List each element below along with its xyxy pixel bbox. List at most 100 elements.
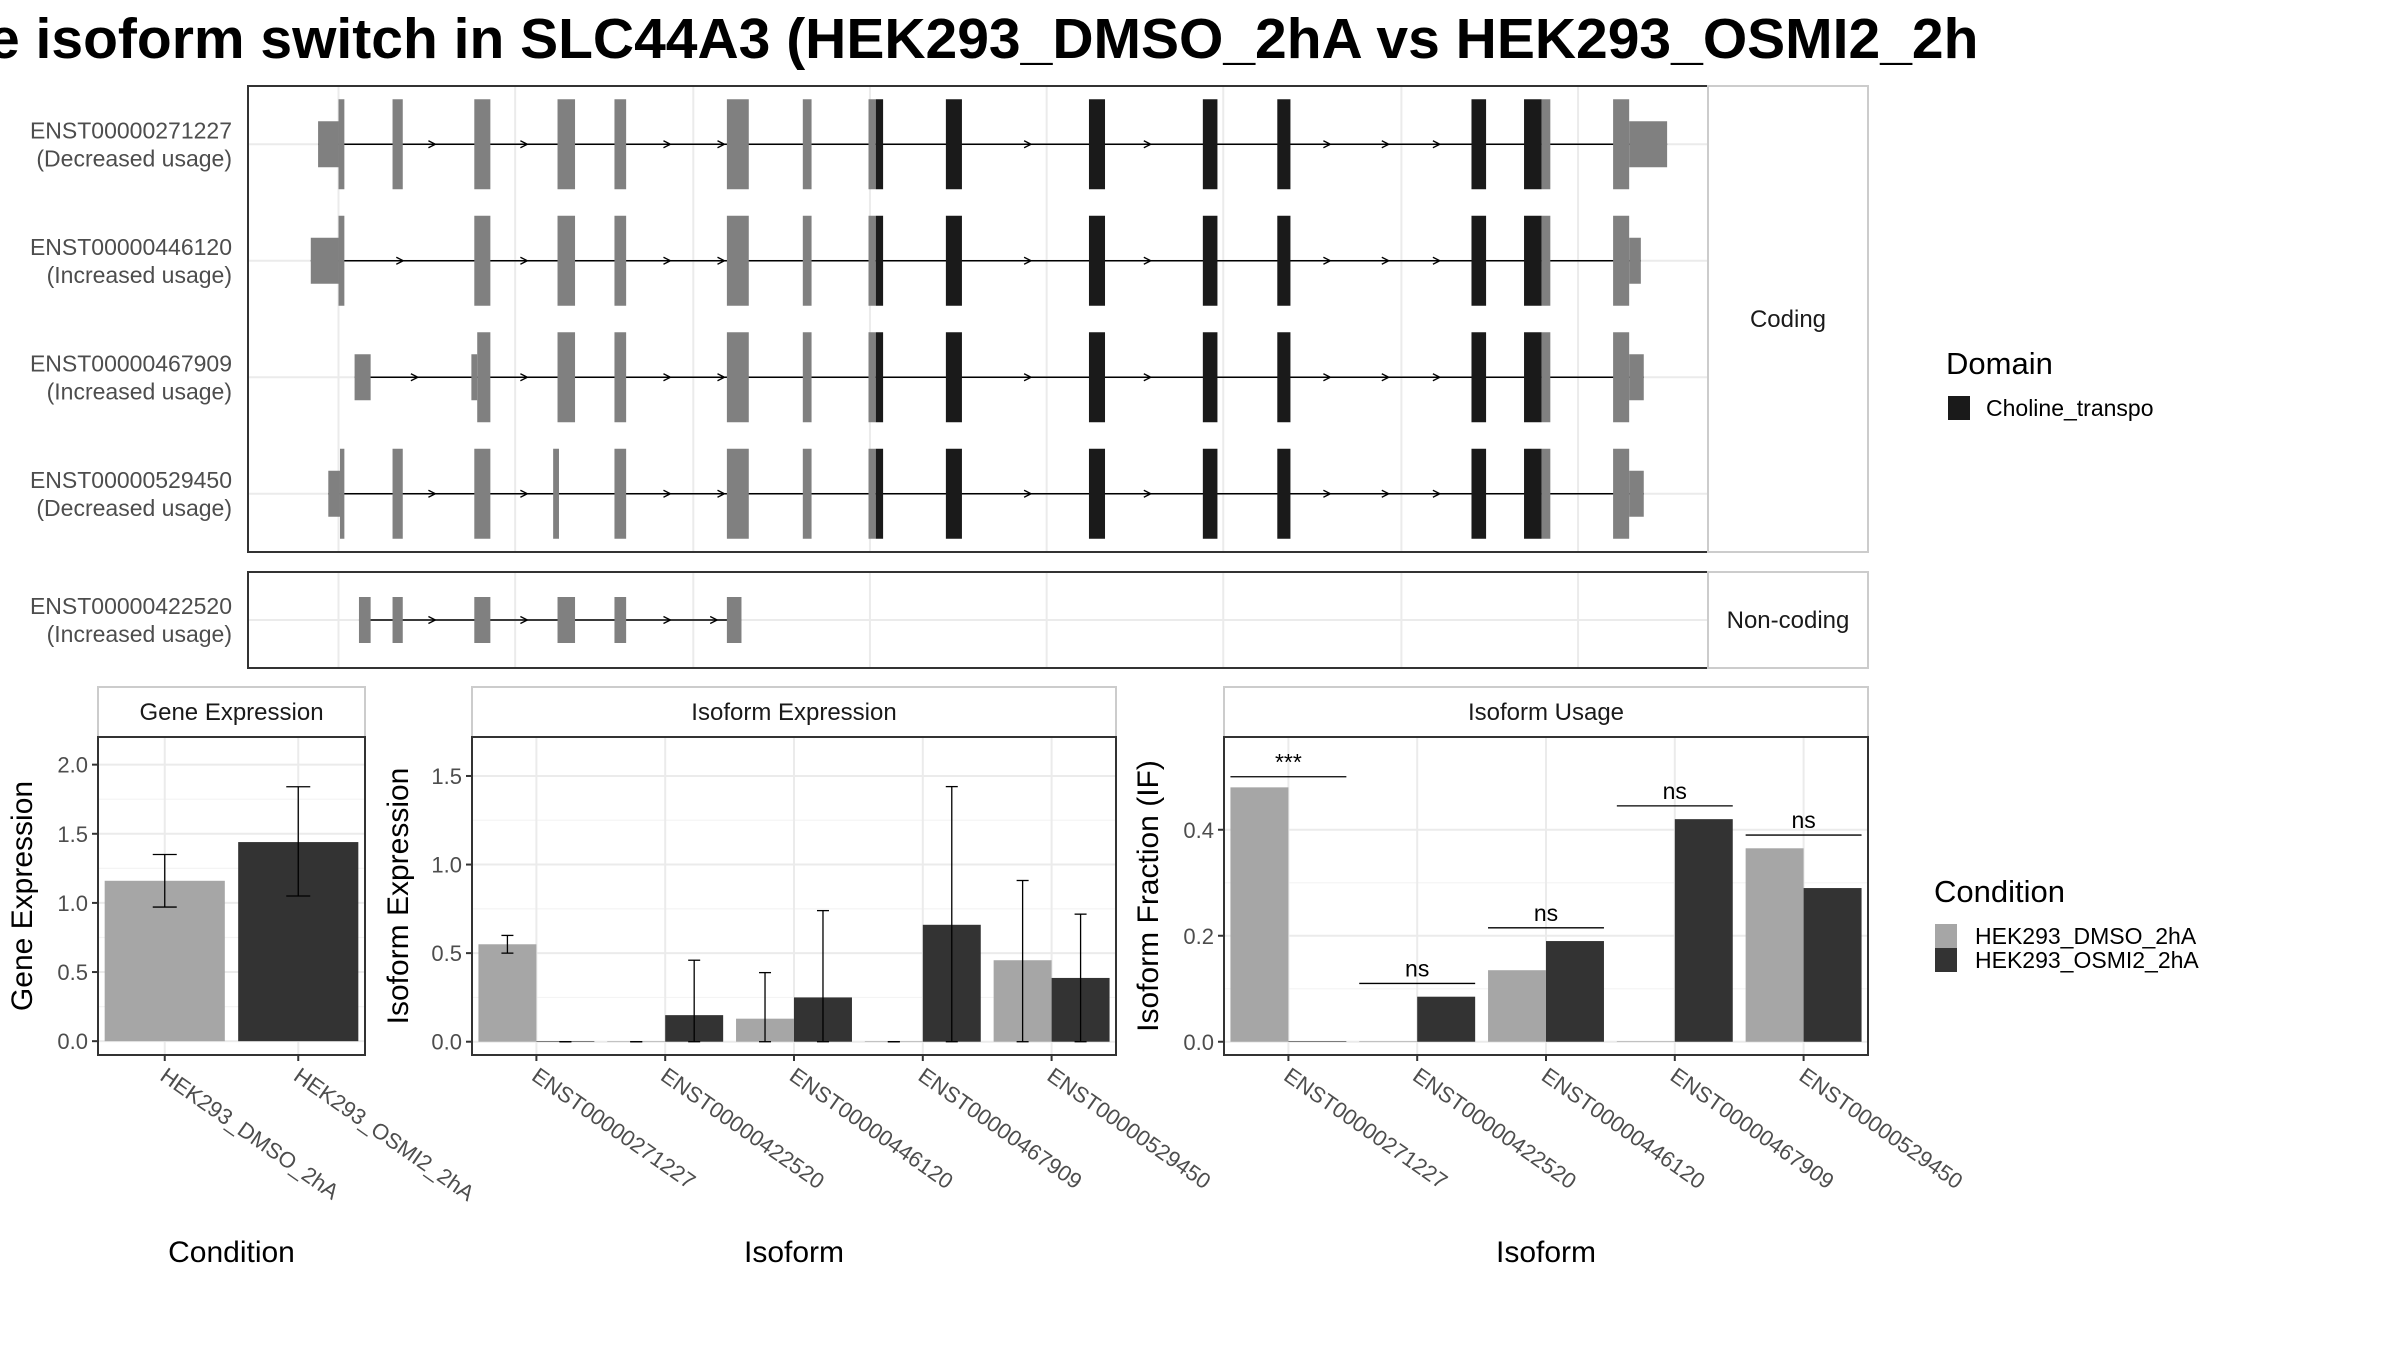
transcript-structure-panel: ENST00000271227(Decreased usage)ENST0000…: [30, 85, 1869, 669]
utr-exon: [557, 597, 576, 643]
significance-label: ns: [1534, 900, 1558, 926]
domain-legend-title: Domain: [1946, 346, 2053, 381]
coding-exon: [557, 215, 576, 306]
y-axis-title: Isoform Expression: [382, 768, 415, 1025]
isoform-label: ENST00000467909: [30, 350, 232, 376]
domain-exon: [1277, 215, 1291, 306]
utr-exon: [392, 597, 403, 643]
coding-exon: [1541, 332, 1551, 423]
strand-arrow: [520, 615, 529, 625]
facet-strip: [1707, 571, 1869, 669]
domain-exon: [945, 332, 962, 423]
strand-arrow: [1023, 256, 1033, 265]
coding-exon: [392, 448, 403, 539]
utr-exon: [474, 597, 491, 643]
strand-arrow: [410, 373, 420, 382]
domain-exon: [1202, 215, 1218, 306]
coding-exon: [868, 215, 876, 306]
domain-exon: [1088, 99, 1106, 190]
structure-group-non-coding: ENST00000422520(Increased usage) Non-codi…: [30, 571, 1869, 669]
condition-legend-label: HEK293_DMSO_2hA: [1975, 923, 2197, 949]
domain-exon: [1524, 99, 1542, 190]
domain-exon: [1202, 448, 1218, 539]
coding-exon: [338, 99, 345, 190]
coding-exon: [802, 448, 812, 539]
coding-exon: [614, 448, 627, 539]
coding-exon: [474, 215, 491, 306]
facet-strip: [1223, 686, 1869, 738]
domain-exon: [1277, 99, 1291, 190]
strand-arrow: [428, 615, 437, 625]
significance-label: ***: [1275, 749, 1302, 775]
coding-exon: [868, 448, 876, 539]
bar: [478, 944, 537, 1042]
domain-exon: [1277, 448, 1291, 539]
isoform-usage-panel: Isoform Usage***nsnsnsns0.00.20.4ENST000…: [1132, 686, 1967, 1269]
isoform-label: ENST00000271227: [30, 117, 232, 143]
domain-legend-key: [1948, 396, 1970, 420]
coding-exon: [474, 448, 491, 539]
coding-exon: [802, 215, 812, 306]
coding-exon: [474, 99, 491, 190]
bar: [1417, 996, 1476, 1042]
domain-exon: [1088, 332, 1106, 423]
isoform-label: ENST00000446120: [30, 234, 232, 260]
y-tick-label: 0.2: [1183, 924, 1214, 949]
y-tick-label: 0.0: [431, 1030, 462, 1055]
isoform-usage-label: (Increased usage): [47, 262, 232, 288]
domain-exon: [1277, 332, 1291, 423]
bar: [1616, 1041, 1675, 1042]
coding-exon: [338, 215, 345, 306]
utr-exon: [614, 597, 627, 643]
coding-exon: [1613, 332, 1630, 423]
domain-exon: [1202, 99, 1218, 190]
strand-arrow: [663, 615, 672, 625]
structure-panel-background: [248, 86, 1708, 552]
strand-arrow: [520, 373, 529, 382]
isoform-label: ENST00000529450: [30, 467, 232, 493]
x-axis-title: Isoform: [1496, 1236, 1596, 1269]
strand-arrow: [663, 256, 672, 265]
panel-border: [97, 736, 366, 1056]
coding-exon: [726, 99, 749, 190]
domain-exon: [1202, 332, 1218, 423]
x-axis-title: Isoform: [744, 1236, 844, 1269]
isoform-row: ENST00000467909(Increased usage): [30, 332, 1708, 423]
facet-strip: [471, 686, 1117, 738]
domain-exon: [1524, 448, 1542, 539]
y-tick-label: 0.0: [1183, 1030, 1214, 1055]
coding-exon: [557, 332, 576, 423]
strand-arrow: [1381, 489, 1391, 498]
isoform-row: ENST00000529450(Decreased usage): [30, 448, 1708, 539]
utr-exon: [354, 354, 371, 401]
strand-arrow: [1143, 140, 1153, 149]
domain-legend-label: Choline_transpo: [1986, 395, 2154, 421]
strand-arrow: [1143, 373, 1153, 382]
strand-arrow: [1143, 256, 1153, 265]
coding-exon: [1541, 215, 1551, 306]
y-tick-label: 0.0: [57, 1029, 88, 1054]
strand-arrow: [1323, 489, 1332, 498]
strand-arrow: [1023, 373, 1033, 382]
y-tick-label: 1.5: [431, 764, 462, 789]
strand-arrow: [396, 256, 405, 265]
domain-exon: [1088, 448, 1106, 539]
strand-arrow: [717, 373, 726, 382]
bar: [1359, 1041, 1418, 1042]
bar: [1288, 1041, 1347, 1042]
utr-exon: [471, 354, 478, 401]
strand-arrow: [1023, 140, 1033, 149]
y-tick-label: 0.5: [57, 960, 88, 985]
domain-exon: [875, 99, 884, 190]
y-tick-label: 0.5: [431, 941, 462, 966]
strand-arrow: [1323, 256, 1332, 265]
coding-exon: [614, 332, 627, 423]
facet-strip: [1707, 85, 1869, 553]
bar: [1488, 970, 1546, 1042]
domain-exon: [945, 448, 962, 539]
facet-strip-label: Coding: [1750, 306, 1826, 333]
y-tick-label: 1.0: [57, 891, 88, 916]
coding-exon: [477, 332, 491, 423]
isoform-usage-label: (Decreased usage): [36, 495, 232, 521]
